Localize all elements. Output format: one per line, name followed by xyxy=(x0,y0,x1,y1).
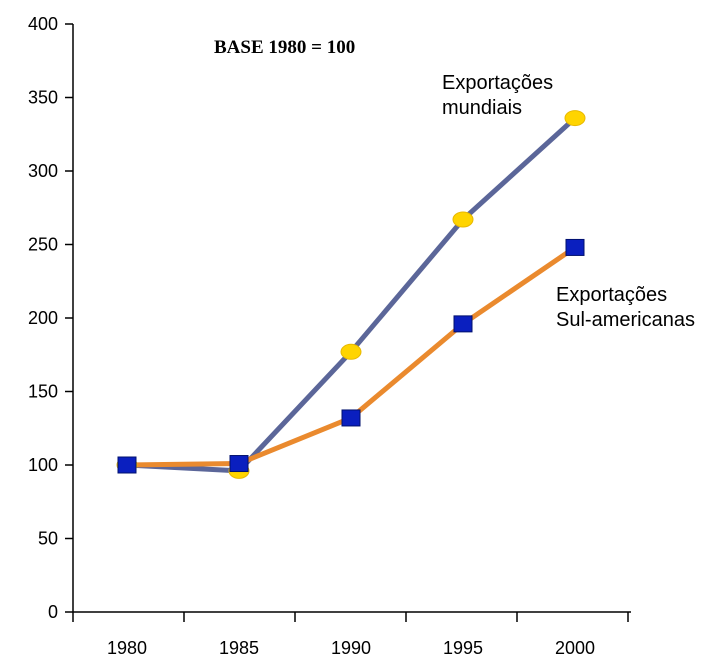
y-tick-label: 50 xyxy=(38,529,58,549)
base-note: BASE 1980 = 100 xyxy=(214,37,355,58)
south-america-series-label: Exportações Sul-americanas xyxy=(556,284,695,331)
y-tick-label: 100 xyxy=(28,455,58,475)
x-tick-label: 1995 xyxy=(443,638,483,658)
x-ticks: 1980 1985 1990 1995 2000 xyxy=(72,612,629,658)
south-america-point xyxy=(341,409,361,427)
x-tick-label: 1990 xyxy=(331,638,371,658)
world-label-line-2: mundiais xyxy=(442,97,522,119)
y-ticks: 0 50 100 150 200 250 300 350 400 xyxy=(28,14,73,622)
y-tick-label: 0 xyxy=(48,602,58,622)
series-markers xyxy=(116,110,586,479)
south-america-point xyxy=(117,456,137,474)
y-tick-label: 350 xyxy=(28,88,58,108)
world-label-line-1: Exportações xyxy=(442,72,553,94)
south-america-label-line-1: Exportações xyxy=(556,284,667,306)
y-tick-label: 300 xyxy=(28,161,58,181)
south-america-point xyxy=(453,315,473,333)
x-tick-label: 1980 xyxy=(107,638,147,658)
world-point xyxy=(340,343,362,360)
y-tick-label: 250 xyxy=(28,235,58,255)
world-point xyxy=(564,110,586,127)
y-tick-label: 400 xyxy=(28,14,58,34)
world-point xyxy=(452,211,474,228)
x-tick-label: 1985 xyxy=(219,638,259,658)
south-america-label-line-2: Sul-americanas xyxy=(556,309,695,331)
y-tick-label: 150 xyxy=(28,382,58,402)
axes: 0 50 100 150 200 250 300 350 400 1980 1985 1990 199… xyxy=(28,14,631,658)
world-series-label: Exportações mundiais xyxy=(442,72,559,119)
south-america-point xyxy=(565,238,585,256)
x-tick-label: 2000 xyxy=(555,638,595,658)
south-america-point xyxy=(229,455,249,473)
y-tick-label: 200 xyxy=(28,308,58,328)
